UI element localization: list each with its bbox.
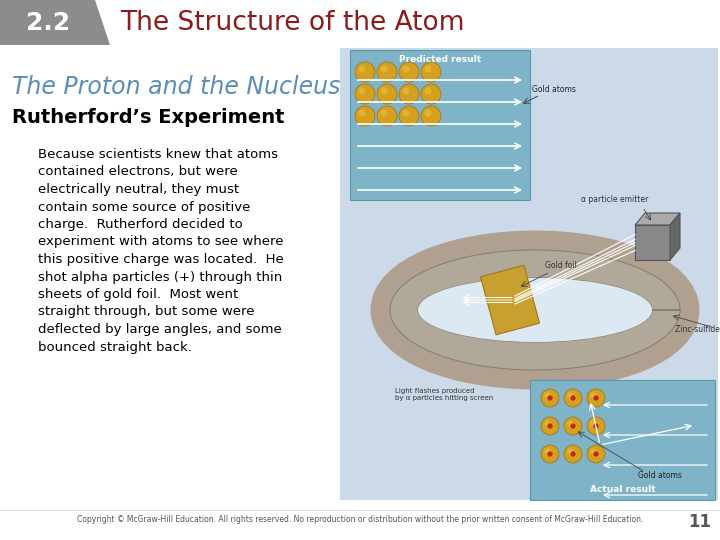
Text: sheets of gold foil.  Most went: sheets of gold foil. Most went xyxy=(38,288,238,301)
Ellipse shape xyxy=(404,264,666,356)
Circle shape xyxy=(377,84,397,104)
Text: The Proton and the Nucleus: The Proton and the Nucleus xyxy=(12,75,341,99)
Circle shape xyxy=(355,84,375,104)
Text: Predicted result: Predicted result xyxy=(399,56,481,64)
Polygon shape xyxy=(635,213,680,225)
Circle shape xyxy=(541,417,559,435)
Text: Rutherford’s Experiment: Rutherford’s Experiment xyxy=(12,108,284,127)
Text: Actual result: Actual result xyxy=(590,485,655,495)
Circle shape xyxy=(402,65,410,72)
Circle shape xyxy=(359,110,366,117)
Circle shape xyxy=(548,452,552,456)
Text: Because scientists knew that atoms: Because scientists knew that atoms xyxy=(38,148,278,161)
Circle shape xyxy=(541,445,559,463)
Polygon shape xyxy=(0,0,110,45)
Circle shape xyxy=(380,110,387,117)
Circle shape xyxy=(564,389,582,407)
Text: α particle emitter: α particle emitter xyxy=(581,195,649,205)
Circle shape xyxy=(590,392,596,399)
Circle shape xyxy=(421,106,441,126)
Circle shape xyxy=(425,87,431,94)
Circle shape xyxy=(587,417,605,435)
Circle shape xyxy=(587,445,605,463)
Bar xyxy=(635,225,670,260)
Circle shape xyxy=(567,392,573,399)
Text: Gold foil: Gold foil xyxy=(545,260,577,269)
Text: Light flashes produced
by α particles hitting screen: Light flashes produced by α particles hi… xyxy=(395,388,493,401)
Circle shape xyxy=(359,65,366,72)
Text: charge.  Rutherford decided to: charge. Rutherford decided to xyxy=(38,218,243,231)
Circle shape xyxy=(425,110,431,117)
Circle shape xyxy=(359,87,366,94)
Text: contain some source of positive: contain some source of positive xyxy=(38,200,251,213)
Circle shape xyxy=(544,448,551,455)
Text: Gold atoms: Gold atoms xyxy=(638,470,682,480)
Circle shape xyxy=(564,417,582,435)
Circle shape xyxy=(594,452,598,456)
Circle shape xyxy=(564,445,582,463)
Polygon shape xyxy=(670,213,680,260)
Circle shape xyxy=(590,448,596,455)
Text: Zinc-sulfide screen: Zinc-sulfide screen xyxy=(675,326,720,334)
Polygon shape xyxy=(390,250,680,370)
Circle shape xyxy=(567,420,573,427)
Circle shape xyxy=(594,424,598,428)
Circle shape xyxy=(425,65,431,72)
Text: shot alpha particles (+) through thin: shot alpha particles (+) through thin xyxy=(38,271,282,284)
Circle shape xyxy=(399,84,419,104)
Circle shape xyxy=(587,389,605,407)
Bar xyxy=(530,380,715,500)
Text: electrically neutral, they must: electrically neutral, they must xyxy=(38,183,239,196)
Text: contained electrons, but were: contained electrons, but were xyxy=(38,165,238,179)
Circle shape xyxy=(355,106,375,126)
Circle shape xyxy=(399,62,419,82)
Text: straight through, but some were: straight through, but some were xyxy=(38,306,254,319)
Text: Gold atoms: Gold atoms xyxy=(532,85,576,94)
Circle shape xyxy=(548,396,552,400)
Bar xyxy=(340,48,718,500)
Text: The Structure of the Atom: The Structure of the Atom xyxy=(120,10,464,36)
Circle shape xyxy=(380,87,387,94)
Text: 2.2: 2.2 xyxy=(26,10,70,35)
Circle shape xyxy=(544,392,551,399)
Circle shape xyxy=(571,424,575,428)
Text: this positive charge was located.  He: this positive charge was located. He xyxy=(38,253,284,266)
Circle shape xyxy=(571,396,575,400)
Circle shape xyxy=(421,62,441,82)
Text: deflected by large angles, and some: deflected by large angles, and some xyxy=(38,323,282,336)
Text: 11: 11 xyxy=(688,513,711,531)
Circle shape xyxy=(377,62,397,82)
Bar xyxy=(350,50,530,200)
Circle shape xyxy=(402,87,410,94)
Text: experiment with atoms to see where: experiment with atoms to see where xyxy=(38,235,284,248)
Circle shape xyxy=(548,424,552,428)
Text: bounced straight back.: bounced straight back. xyxy=(38,341,192,354)
Circle shape xyxy=(594,396,598,400)
Ellipse shape xyxy=(418,278,652,342)
Circle shape xyxy=(380,65,387,72)
Text: Copyright © McGraw-Hill Education. All rights reserved. No reproduction or distr: Copyright © McGraw-Hill Education. All r… xyxy=(77,516,643,524)
Circle shape xyxy=(567,448,573,455)
Circle shape xyxy=(544,420,551,427)
Circle shape xyxy=(402,110,410,117)
Circle shape xyxy=(590,420,596,427)
Circle shape xyxy=(377,106,397,126)
Circle shape xyxy=(571,452,575,456)
Circle shape xyxy=(421,84,441,104)
Circle shape xyxy=(355,62,375,82)
Circle shape xyxy=(541,389,559,407)
FancyBboxPatch shape xyxy=(480,265,539,335)
Circle shape xyxy=(399,106,419,126)
